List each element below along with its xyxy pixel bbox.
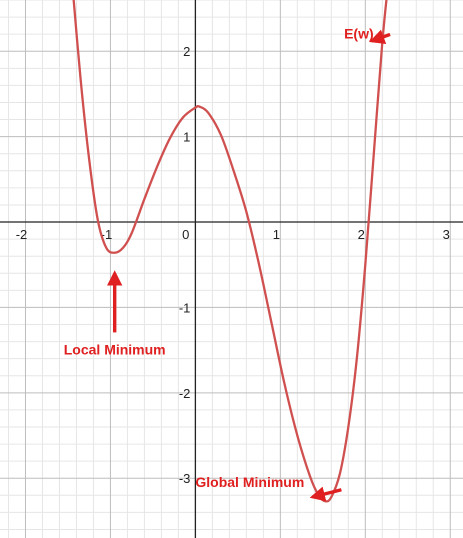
y-tick-label: 2 (183, 44, 190, 59)
y-tick-label: 1 (183, 130, 190, 145)
x-tick-label: 2 (358, 227, 365, 242)
x-tick-label: -1 (101, 227, 113, 242)
annotation-label: Local Minimum (64, 341, 166, 357)
x-tick-label: -2 (16, 227, 28, 242)
annotation-arrow (309, 486, 342, 502)
y-tick-label: -2 (179, 386, 191, 401)
series-curve (72, 0, 388, 503)
annotation-arrow (369, 29, 391, 44)
annotation-label: E(w) (344, 25, 374, 41)
tick-labels: -2 -1 0 1 2 3 -3 -2 -1 1 2 (16, 44, 450, 486)
annotations: E(w) Local Minimum Global Minimum (64, 25, 391, 502)
annotation-label: Global Minimum (195, 474, 304, 490)
x-tick-label: 3 (443, 227, 450, 242)
series-layer (72, 0, 388, 503)
x-tick-label: 0 (182, 227, 189, 242)
x-tick-label: 1 (273, 227, 280, 242)
y-tick-label: -3 (179, 471, 191, 486)
y-tick-label: -1 (179, 300, 191, 315)
